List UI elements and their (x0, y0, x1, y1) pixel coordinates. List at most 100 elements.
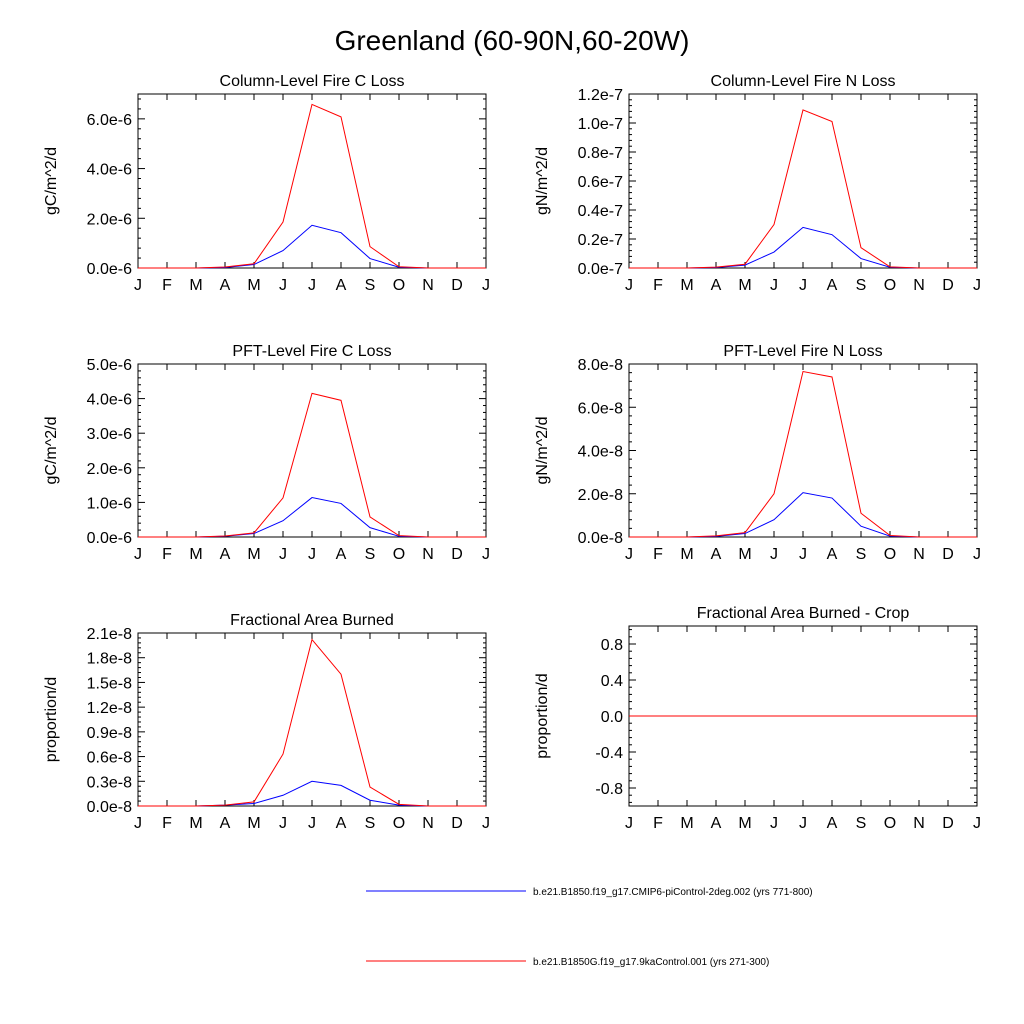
y-tick-label: 2.0e-6 (87, 461, 132, 478)
x-tick-label: O (884, 546, 896, 563)
y-tick-label: 1.2e-8 (87, 700, 132, 717)
plot-frame (628, 363, 978, 538)
x-tick-label: J (482, 815, 490, 832)
x-tick-label: N (422, 815, 434, 832)
x-tick-label: D (942, 815, 954, 832)
x-tick-label: M (189, 277, 202, 294)
y-tick-label: 6.0e-6 (87, 112, 132, 129)
x-tick-label: J (973, 815, 981, 832)
y-tick-label: 0.0e-8 (578, 530, 623, 547)
chart-title: PFT-Level Fire C Loss (232, 343, 391, 360)
x-tick-label: M (189, 546, 202, 563)
x-tick-label: A (711, 277, 722, 294)
figure-title: Greenland (60-90N,60-20W) (335, 25, 690, 56)
x-tick-label: M (680, 546, 693, 563)
y-tick-label: 4.0e-8 (578, 444, 623, 461)
y-tick-label: 0.6e-7 (578, 174, 623, 191)
x-tick-label: A (336, 277, 347, 294)
series-line-blue (629, 226, 977, 269)
x-tick-label: F (653, 546, 663, 563)
x-tick-label: S (856, 277, 867, 294)
x-tick-label: M (738, 546, 751, 563)
x-tick-label: O (884, 815, 896, 832)
x-tick-label: D (451, 277, 463, 294)
x-tick-label: J (799, 546, 807, 563)
series-line-red (629, 370, 977, 538)
x-tick-label: D (451, 815, 463, 832)
series-line-blue (629, 492, 977, 538)
x-tick-label: N (422, 277, 434, 294)
x-tick-label: N (422, 546, 434, 563)
y-tick-label: 0.0e-6 (87, 530, 132, 547)
x-tick-label: O (393, 277, 405, 294)
x-tick-label: M (738, 815, 751, 832)
x-tick-label: A (220, 815, 231, 832)
x-tick-label: J (482, 546, 490, 563)
x-tick-label: S (365, 546, 376, 563)
x-tick-label: F (653, 815, 663, 832)
x-tick-label: O (884, 277, 896, 294)
x-tick-label: A (711, 546, 722, 563)
x-tick-label: A (336, 546, 347, 563)
series-line-red (138, 638, 486, 807)
legend: b.e21.B1850.f19_g17.CMIP6-piControl-2deg… (366, 887, 813, 968)
x-tick-label: D (942, 277, 954, 294)
y-tick-label: 1.8e-8 (87, 651, 132, 668)
x-tick-label: N (913, 546, 925, 563)
x-tick-label: F (162, 277, 172, 294)
x-tick-label: D (451, 546, 463, 563)
y-tick-label: 0.8 (601, 637, 623, 654)
x-tick-label: A (220, 277, 231, 294)
plot-frame (137, 93, 487, 269)
y-tick-label: 3.0e-6 (87, 426, 132, 443)
plot-frame (628, 93, 978, 269)
x-tick-label: J (308, 546, 316, 563)
chart-title: Column-Level Fire N Loss (711, 73, 896, 90)
y-axis-label: proportion/d (534, 673, 551, 758)
x-tick-label: N (913, 277, 925, 294)
chart-title: Fractional Area Burned - Crop (697, 605, 910, 622)
x-tick-label: A (336, 815, 347, 832)
y-axis-label: proportion/d (43, 677, 60, 762)
y-tick-label: 6.0e-8 (578, 400, 623, 417)
x-tick-label: J (625, 546, 633, 563)
y-tick-label: 1.2e-7 (578, 87, 623, 104)
x-tick-label: J (770, 277, 778, 294)
y-tick-label: 1.5e-8 (87, 675, 132, 692)
x-tick-label: J (134, 277, 142, 294)
x-tick-label: J (134, 546, 142, 563)
x-tick-label: J (482, 277, 490, 294)
chart-panel-6: Fractional Area Burned - Crop proportion/… (534, 605, 981, 832)
y-tick-label: 0.0e-6 (87, 261, 132, 278)
y-tick-label: 0.3e-8 (87, 774, 132, 791)
chart-title: Column-Level Fire C Loss (220, 73, 405, 90)
x-tick-label: J (279, 277, 287, 294)
series-line-red (138, 103, 486, 269)
x-tick-label: J (625, 815, 633, 832)
x-tick-label: D (942, 546, 954, 563)
x-tick-label: S (365, 277, 376, 294)
x-tick-label: J (279, 815, 287, 832)
x-tick-label: O (393, 815, 405, 832)
y-tick-label: 1.0e-6 (87, 495, 132, 512)
x-tick-label: J (279, 546, 287, 563)
chart-title: PFT-Level Fire N Loss (723, 343, 882, 360)
y-tick-label: -0.4 (595, 745, 623, 762)
x-tick-label: A (220, 546, 231, 563)
x-tick-label: M (189, 815, 202, 832)
plot-frame (137, 632, 487, 807)
y-tick-label: 0.0 (601, 709, 623, 726)
y-tick-label: 2.1e-8 (87, 626, 132, 643)
y-tick-label: 0.0e-7 (578, 261, 623, 278)
y-tick-label: 4.0e-6 (87, 392, 132, 409)
y-tick-label: -0.8 (595, 781, 623, 798)
y-axis-label: gN/m^2/d (534, 147, 551, 215)
y-axis-label: gC/m^2/d (43, 417, 60, 485)
x-tick-label: O (393, 546, 405, 563)
y-axis-label: gN/m^2/d (534, 417, 551, 485)
